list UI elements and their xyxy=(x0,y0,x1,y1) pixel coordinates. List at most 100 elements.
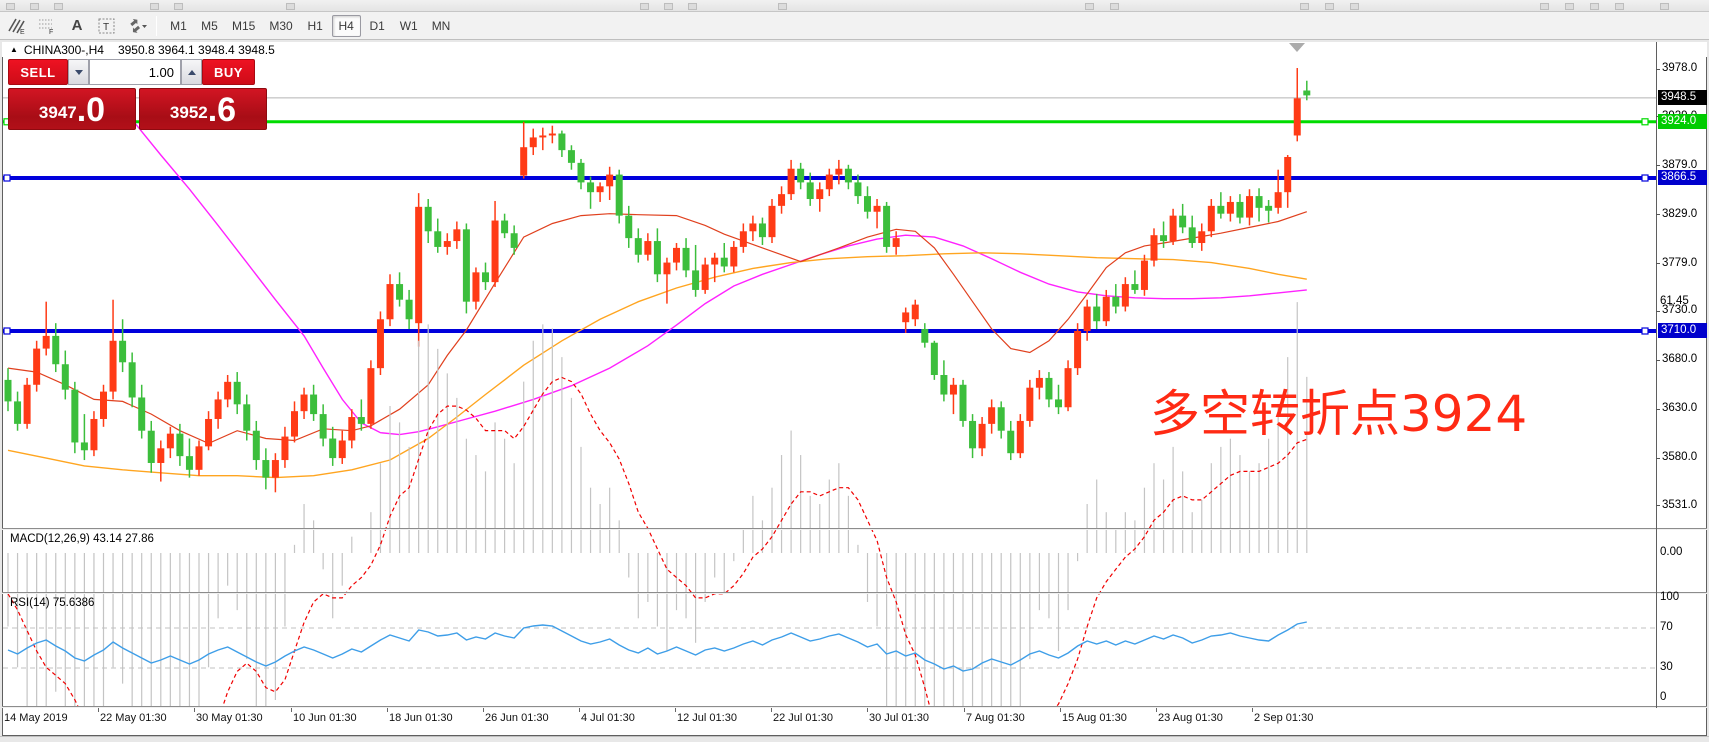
rsi-indicator-label: RSI(14) 75.6386 xyxy=(10,597,95,609)
time-tick-mark xyxy=(1060,708,1061,712)
time-axis-label: 26 Jun 01:30 xyxy=(485,712,549,724)
tab-timeframe-MN[interactable]: MN xyxy=(431,18,451,33)
price-chart-canvas[interactable] xyxy=(3,57,1656,708)
time-tick-mark xyxy=(291,708,292,712)
volume-decrease-button[interactable] xyxy=(68,59,89,85)
time-tick-mark xyxy=(964,708,965,712)
buy-price-pips: .6 xyxy=(207,91,237,129)
svg-text:T: T xyxy=(103,22,109,33)
chart-title-row: ▲ CHINA300-,H4 3950.8 3964.1 3948.4 3948… xyxy=(2,42,1707,57)
cropped-icon-fragment xyxy=(1540,3,1549,10)
cropped-icon-fragment xyxy=(1085,3,1094,10)
sell-button[interactable]: SELL xyxy=(8,59,68,85)
cropped-icon-fragment xyxy=(150,3,159,10)
chart-toolbar: E F A T M1 M5 M15 M30 H1 H4 D1 W1 MN xyxy=(0,12,1709,40)
time-tick-mark xyxy=(1252,708,1253,712)
price-level-badge: 3710.0 xyxy=(1658,323,1707,338)
chart-text-annotation[interactable]: 多空转折点3924 xyxy=(1150,385,1528,443)
macd-indicator-label: MACD(12,26,9) 43.14 27.86 xyxy=(10,533,154,545)
rsi-axis-label: 100 xyxy=(1660,591,1680,603)
tab-timeframe-D1[interactable]: D1 xyxy=(369,18,385,33)
tab-timeframe-H4[interactable]: H4 xyxy=(331,14,361,37)
price-tick-label: 3978.0 xyxy=(1662,62,1698,74)
price-axis-border xyxy=(1656,42,1657,708)
chart-shift-marker-icon[interactable] xyxy=(1289,43,1305,52)
time-axis-label: 23 Aug 01:30 xyxy=(1158,712,1223,724)
price-tick-label: 3730.0 xyxy=(1662,304,1698,317)
tab-timeframe-M15[interactable]: M15 xyxy=(232,18,256,33)
price-tick-mark xyxy=(1656,214,1660,216)
draw-crosshair-lines-icon[interactable]: E xyxy=(4,15,30,37)
time-tick-mark xyxy=(1156,708,1157,712)
rsi-axis-label: 70 xyxy=(1660,621,1673,633)
time-tick-mark xyxy=(675,708,676,712)
cropped-icon-fragment xyxy=(1615,3,1624,10)
time-axis-label: 4 Jul 01:30 xyxy=(581,712,635,724)
grid-fibo-icon[interactable]: F xyxy=(34,15,60,37)
cropped-icon-fragment xyxy=(54,3,63,10)
cropped-icon-fragment xyxy=(1565,3,1574,10)
one-click-trade-panel: SELL 1.00 BUY 3947.0 3952.6 xyxy=(8,59,267,130)
price-tick-label: 3580.0 xyxy=(1662,451,1698,464)
volume-input[interactable]: 1.00 xyxy=(89,59,181,85)
cropped-icon-fragment xyxy=(1660,3,1669,10)
price-level-badge: 3948.5 xyxy=(1658,89,1707,105)
price-tick-label: 3879.0 xyxy=(1662,158,1698,171)
tab-timeframe-M30[interactable]: M30 xyxy=(269,18,293,33)
time-axis-separator xyxy=(2,706,1707,708)
down-arrow-icon xyxy=(74,69,83,75)
tab-timeframe-H1[interactable]: H1 xyxy=(307,18,323,33)
tab-timeframe-W1[interactable]: W1 xyxy=(399,18,418,33)
time-axis-label: 15 Aug 01:30 xyxy=(1062,712,1127,724)
chart-window xyxy=(2,42,1707,736)
price-tick-label: 3829.0 xyxy=(1662,207,1698,220)
time-tick-mark xyxy=(194,708,195,712)
price-tick-mark xyxy=(1656,165,1660,167)
price-level-badge: 3866.5 xyxy=(1658,170,1707,185)
arrange-objects-icon[interactable] xyxy=(124,15,150,37)
time-tick-mark xyxy=(579,708,580,712)
time-tick-mark xyxy=(2,708,3,712)
time-axis-label: 2 Sep 01:30 xyxy=(1254,712,1314,724)
time-axis-label: 22 Jul 01:30 xyxy=(773,712,833,724)
time-axis-label: 10 Jun 01:30 xyxy=(293,712,357,724)
svg-text:E: E xyxy=(20,29,25,35)
toolbar-separator xyxy=(156,15,157,36)
cropped-toolbar-strip xyxy=(0,0,1709,12)
price-tick-label: 3531.0 xyxy=(1662,498,1698,511)
price-tick-mark xyxy=(1656,505,1660,507)
sell-price-pips: .0 xyxy=(76,91,106,129)
cropped-icon-fragment xyxy=(1590,3,1599,10)
time-axis-label: 30 Jul 01:30 xyxy=(869,712,929,724)
time-axis-label: 7 Aug 01:30 xyxy=(966,712,1025,724)
cropped-icon-fragment xyxy=(6,3,15,10)
sell-price-display[interactable]: 3947.0 xyxy=(8,88,136,130)
cropped-icon-fragment xyxy=(778,3,787,10)
tab-timeframe-M5[interactable]: M5 xyxy=(201,18,218,33)
volume-increase-button[interactable] xyxy=(181,59,202,85)
trade-panel-collapse-icon[interactable]: ▲ xyxy=(10,45,18,54)
macd-axis-label: 61.45 xyxy=(1660,295,1689,308)
cropped-icon-fragment xyxy=(1350,3,1359,10)
window-bottom-edge xyxy=(0,736,1709,742)
cropped-icon-fragment xyxy=(664,3,673,10)
text-box-icon[interactable]: T xyxy=(94,15,120,37)
buy-button[interactable]: BUY xyxy=(202,59,255,85)
price-tick-mark xyxy=(1656,310,1660,312)
tab-timeframe-M1[interactable]: M1 xyxy=(170,18,187,33)
sell-price-main: 3947 xyxy=(38,103,77,122)
rsi-pane-separator[interactable] xyxy=(2,592,1707,594)
chart-ohlc-quote: 3950.8 3964.1 3948.4 3948.5 xyxy=(117,42,275,57)
time-tick-mark xyxy=(387,708,388,712)
macd-axis-label: 0.00 xyxy=(1660,546,1683,558)
time-tick-mark xyxy=(771,708,772,712)
buy-price-display[interactable]: 3952.6 xyxy=(139,88,267,130)
text-label-icon[interactable]: A xyxy=(71,17,83,34)
cropped-icon-fragment xyxy=(174,3,183,10)
time-axis-label: 14 May 2019 xyxy=(4,712,68,724)
macd-pane-separator[interactable] xyxy=(2,528,1707,530)
time-axis-label: 22 May 01:30 xyxy=(100,712,167,724)
price-tick-label: 3630.0 xyxy=(1662,402,1698,415)
cropped-icon-fragment xyxy=(1325,3,1334,10)
price-tick-mark xyxy=(1656,263,1660,265)
